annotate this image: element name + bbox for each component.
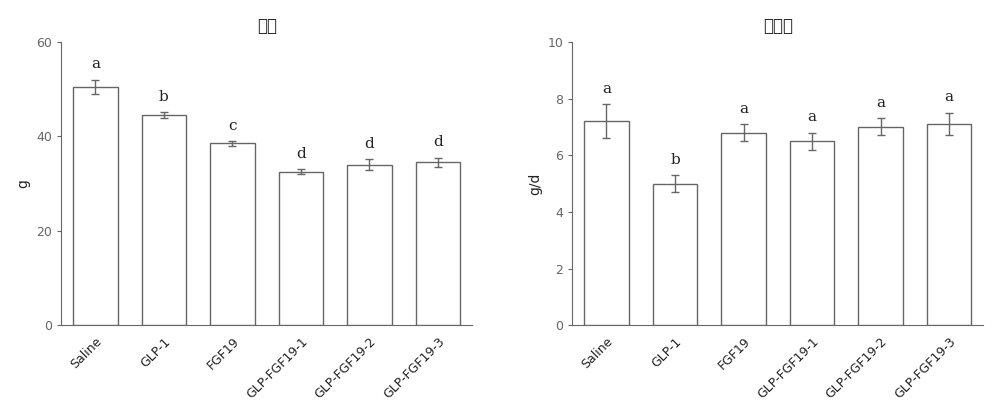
Text: b: b: [159, 90, 169, 104]
Text: d: d: [296, 147, 306, 161]
Bar: [721, 133, 766, 325]
Text: a: a: [808, 110, 817, 124]
Bar: [790, 141, 834, 325]
Text: d: d: [365, 137, 374, 150]
Bar: [858, 127, 903, 325]
Text: b: b: [670, 153, 680, 167]
Text: c: c: [228, 119, 237, 133]
Y-axis label: g: g: [17, 179, 31, 188]
Bar: [653, 184, 697, 325]
Title: 体重: 体重: [257, 17, 277, 35]
Y-axis label: g/d: g/d: [528, 172, 542, 195]
Text: d: d: [433, 135, 443, 149]
Bar: [416, 162, 460, 325]
Bar: [279, 172, 323, 325]
Title: 饮食量: 饮食量: [763, 17, 793, 35]
Text: a: a: [91, 57, 100, 71]
Bar: [927, 124, 971, 325]
Text: a: a: [945, 90, 954, 104]
Bar: [73, 87, 118, 325]
Bar: [347, 165, 392, 325]
Bar: [584, 121, 629, 325]
Text: a: a: [739, 102, 748, 115]
Text: a: a: [602, 82, 611, 96]
Text: a: a: [876, 96, 885, 110]
Bar: [142, 115, 186, 325]
Bar: [210, 143, 255, 325]
